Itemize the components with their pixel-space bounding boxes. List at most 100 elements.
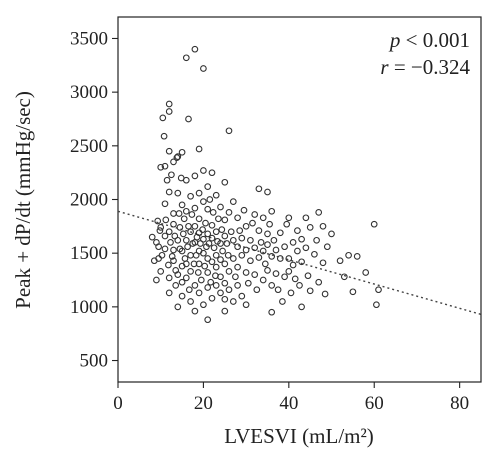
data-point bbox=[165, 147, 173, 155]
data-point bbox=[224, 251, 232, 259]
data-point bbox=[276, 229, 284, 237]
p-value-annotation: p < 0.001 bbox=[388, 28, 470, 52]
data-point bbox=[185, 286, 193, 294]
data-point bbox=[244, 279, 252, 287]
data-point bbox=[155, 243, 162, 251]
data-point bbox=[208, 294, 216, 302]
data-point bbox=[375, 286, 382, 294]
data-point bbox=[158, 251, 166, 259]
data-point bbox=[204, 284, 212, 291]
data-point bbox=[178, 247, 186, 255]
data-point bbox=[285, 214, 293, 222]
data-point bbox=[204, 255, 212, 262]
data-point bbox=[217, 273, 224, 281]
data-point bbox=[285, 255, 293, 262]
data-point bbox=[229, 198, 237, 205]
data-point bbox=[221, 307, 229, 315]
data-point bbox=[191, 307, 199, 315]
data-point bbox=[242, 301, 250, 309]
data-point bbox=[165, 100, 173, 108]
data-point bbox=[217, 203, 224, 211]
data-point bbox=[170, 158, 177, 166]
data-point bbox=[251, 244, 259, 252]
data-point bbox=[264, 188, 271, 196]
data-point bbox=[187, 268, 194, 275]
data-point bbox=[225, 209, 233, 216]
data-point bbox=[336, 257, 344, 265]
data-point bbox=[212, 251, 220, 259]
data-point bbox=[291, 275, 299, 283]
data-point bbox=[328, 230, 335, 238]
data-point bbox=[266, 220, 273, 228]
data-point bbox=[195, 145, 203, 153]
data-point bbox=[229, 255, 237, 262]
data-point bbox=[153, 276, 160, 284]
data-point bbox=[264, 241, 271, 248]
data-point bbox=[259, 276, 267, 284]
data-point bbox=[204, 205, 212, 213]
data-point bbox=[172, 282, 180, 289]
data-point bbox=[302, 244, 310, 252]
data-point bbox=[219, 247, 226, 255]
data-point bbox=[217, 289, 224, 297]
data-point bbox=[353, 253, 361, 260]
data-point bbox=[255, 254, 263, 261]
data-point bbox=[276, 255, 284, 262]
data-point bbox=[319, 259, 327, 267]
data-point bbox=[323, 243, 331, 251]
x-tick-label: 40 bbox=[279, 393, 298, 414]
x-tick-label: 20 bbox=[194, 393, 213, 414]
data-point bbox=[191, 204, 199, 212]
data-point bbox=[215, 215, 222, 223]
data-point bbox=[195, 189, 203, 197]
data-point bbox=[242, 246, 250, 254]
x-tick-label: 60 bbox=[365, 393, 384, 414]
data-point bbox=[180, 215, 188, 223]
data-point bbox=[340, 273, 348, 281]
data-point bbox=[161, 162, 169, 170]
data-point bbox=[200, 249, 207, 257]
data-point bbox=[302, 214, 310, 222]
data-point bbox=[182, 54, 190, 62]
data-point bbox=[238, 251, 246, 259]
data-point bbox=[279, 298, 286, 305]
data-point bbox=[174, 153, 182, 160]
data-point bbox=[298, 258, 305, 266]
data-point bbox=[209, 209, 217, 216]
data-point bbox=[259, 214, 267, 222]
data-point bbox=[170, 246, 177, 254]
data-point bbox=[294, 227, 301, 234]
data-point bbox=[194, 269, 202, 276]
data-point bbox=[229, 298, 237, 305]
data-point bbox=[283, 220, 291, 228]
data-point bbox=[178, 201, 186, 209]
x-axis-title: LVESVI (mL/m²) bbox=[224, 424, 374, 448]
data-point bbox=[174, 271, 182, 278]
y-tick-label: 2000 bbox=[70, 190, 108, 211]
x-tick-label: 0 bbox=[113, 393, 123, 414]
data-point bbox=[212, 282, 220, 289]
data-point bbox=[349, 288, 357, 296]
data-point bbox=[212, 191, 220, 199]
data-point bbox=[229, 236, 237, 244]
data-point bbox=[221, 178, 229, 186]
data-point bbox=[157, 163, 165, 171]
data-point bbox=[223, 240, 231, 247]
data-point bbox=[268, 282, 276, 289]
data-point bbox=[281, 273, 288, 281]
data-point bbox=[168, 171, 175, 179]
data-point bbox=[268, 207, 276, 215]
y-axis-title: Peak + dP/dt (mmHg/sec) bbox=[11, 91, 35, 309]
data-point bbox=[373, 301, 380, 309]
data-point bbox=[321, 290, 329, 298]
data-point bbox=[185, 115, 192, 123]
data-point bbox=[156, 227, 164, 234]
data-point bbox=[313, 236, 320, 244]
data-point bbox=[165, 261, 172, 269]
data-point bbox=[247, 257, 254, 265]
y-tick-label: 1500 bbox=[70, 243, 108, 264]
data-point bbox=[298, 235, 305, 243]
data-point bbox=[178, 292, 186, 300]
data-point bbox=[240, 206, 248, 214]
